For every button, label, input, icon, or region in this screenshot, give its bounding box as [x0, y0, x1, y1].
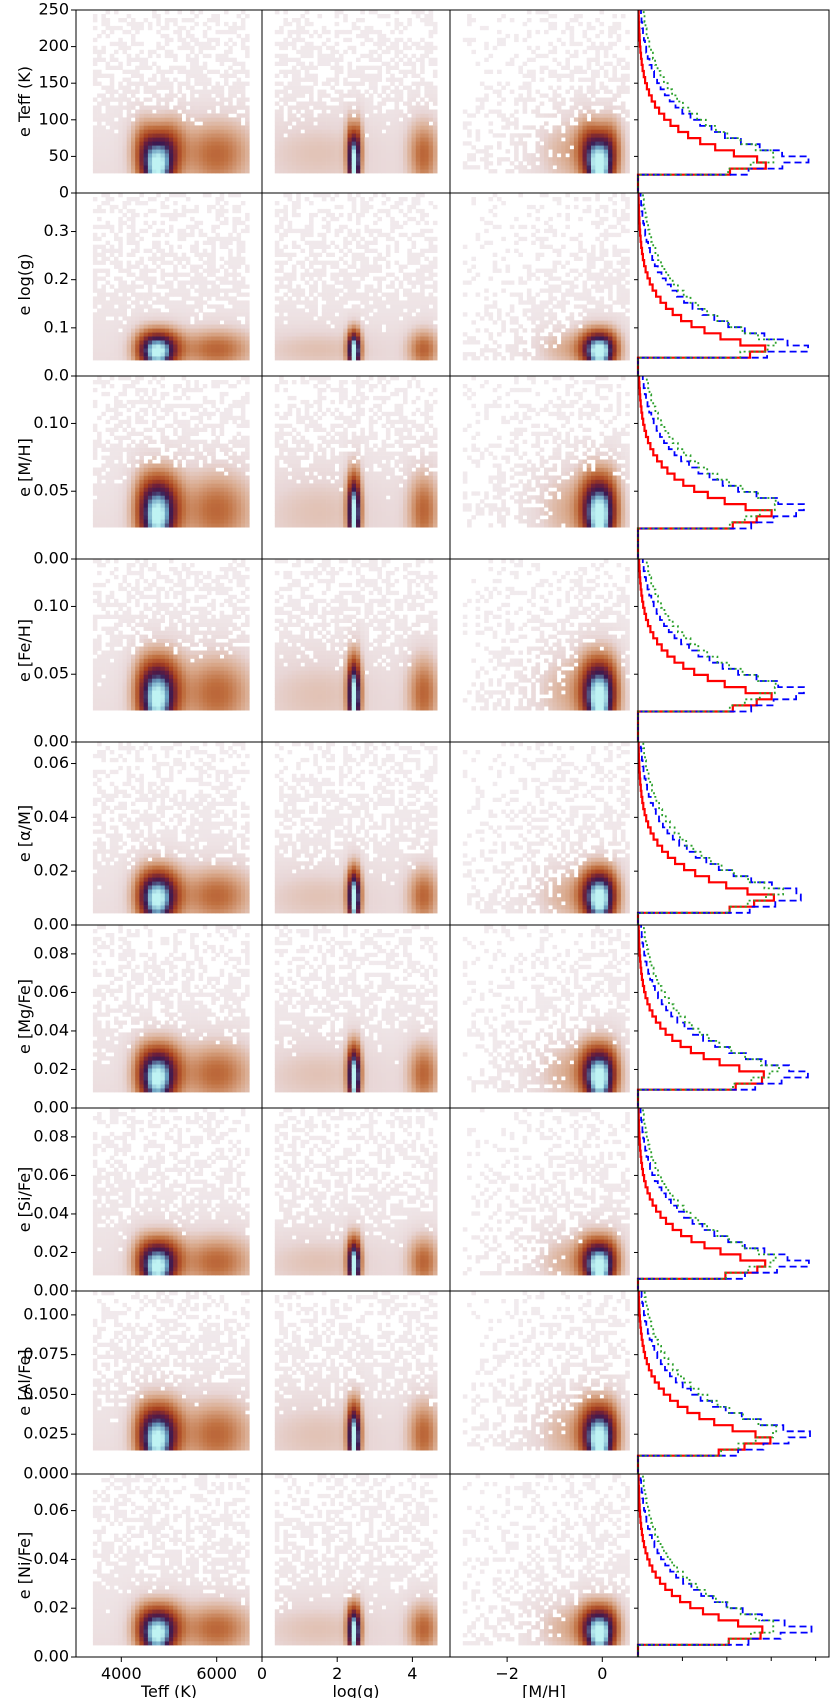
y-tick-label: 0.04 — [33, 1020, 69, 1039]
panel-r4-c1 — [76, 559, 262, 747]
y-axis-label: e Teff (K) — [15, 66, 34, 137]
x-tick-label: 0 — [597, 1664, 607, 1683]
panel-r1-c1 — [76, 10, 262, 198]
y-tick-label: 0.1 — [44, 317, 69, 336]
panel-r1-c3 — [450, 10, 638, 198]
panel-r5-c2 — [262, 742, 450, 930]
y-tick-label: 50 — [49, 146, 69, 165]
y-tick-label: 0.02 — [33, 1242, 69, 1261]
panel-r9-c4 — [638, 1474, 829, 1661]
panel-r1-c4 — [638, 10, 829, 197]
panel-background — [638, 10, 829, 193]
y-tick-label: 0.00 — [33, 549, 69, 568]
x-axis-label: [M/H] — [522, 1682, 566, 1698]
panel-background — [638, 925, 829, 1108]
panel-r1-c2 — [262, 10, 450, 198]
panel-r3-c2 — [262, 376, 450, 564]
panel-r7-c3 — [450, 1108, 638, 1296]
panel-r5-c4 — [638, 742, 829, 929]
panel-r9-c2: 0 2 4 — [257, 1474, 450, 1683]
panel-r2-c3 — [450, 193, 638, 381]
y-tick-label: 100 — [38, 109, 69, 128]
panel-r3-c4 — [638, 376, 829, 563]
y-axis-label: e [M/H] — [15, 438, 34, 497]
panel-r6-c3 — [450, 925, 638, 1113]
y-tick-label: 0.04 — [33, 1549, 69, 1568]
y-tick-label: 0.0 — [44, 366, 69, 385]
x-tick-label: 2 — [332, 1664, 342, 1683]
panel-r6-c1 — [76, 925, 262, 1113]
y-tick-label: 0.02 — [33, 861, 69, 880]
panel-r2-c4 — [638, 193, 829, 380]
x-axis-label: log(g) — [332, 1682, 379, 1698]
y-tick-label: 0.05 — [33, 481, 69, 500]
y-tick-label: 0 — [59, 183, 69, 202]
y-tick-label: 0.000 — [23, 1464, 69, 1483]
y-tick-label: 0.05 — [33, 664, 69, 683]
y-axis-label: e [α/M] — [15, 805, 34, 862]
y-tick-label: 150 — [38, 73, 69, 92]
panel-r9-c1: 4000 6000 — [76, 1474, 262, 1683]
y-tick-label: 0.100 — [23, 1304, 69, 1323]
panel-r7-c2 — [262, 1108, 450, 1296]
panel-r4-c2 — [262, 559, 450, 747]
y-tick-label: 200 — [38, 36, 69, 55]
panel-r6-c4 — [638, 925, 829, 1112]
x-tick-label: 4 — [407, 1664, 417, 1683]
y-axis-label: e [Mg/Fe] — [15, 979, 34, 1054]
panel-r4-c3 — [450, 559, 638, 747]
panel-r5-c1 — [76, 742, 262, 930]
x-tick-label: 0 — [257, 1664, 267, 1683]
panel-r8-c4 — [638, 1291, 829, 1478]
panel-r3-c3 — [450, 376, 638, 564]
panel-background — [638, 1291, 829, 1474]
y-axis-label: e [Ni/Fe] — [15, 1532, 34, 1599]
panel-r7-c4 — [638, 1108, 829, 1295]
y-tick-label: 0.06 — [33, 1165, 69, 1184]
y-axis-label: e [Fe/H] — [15, 619, 34, 682]
panel-background — [638, 193, 829, 376]
panel-r8-c1 — [76, 1291, 262, 1479]
panel-r8-c2 — [262, 1291, 450, 1479]
panel-r2-c1 — [76, 193, 262, 381]
panel-background — [638, 1108, 829, 1291]
y-tick-label: 0.00 — [33, 1647, 69, 1666]
y-tick-label: 0.10 — [33, 596, 69, 615]
y-tick-label: 0.02 — [33, 1059, 69, 1078]
density-heatmap — [275, 559, 438, 711]
panel-r8-c3 — [450, 1291, 638, 1479]
y-axis-label: e [Al/Fe] — [15, 1349, 34, 1415]
x-axis-label: Teff (K) — [140, 1682, 197, 1698]
x-tick-label: 6000 — [196, 1664, 237, 1683]
panel-r6-c2 — [262, 925, 450, 1113]
y-tick-label: 0.3 — [44, 221, 69, 240]
panel-r2-c2 — [262, 193, 450, 381]
y-tick-label: 0.2 — [44, 269, 69, 288]
y-tick-label: 0.00 — [33, 1098, 69, 1117]
y-tick-label: 250 — [38, 0, 69, 19]
x-tick-label: 4000 — [101, 1664, 142, 1683]
y-tick-label: 0.00 — [33, 732, 69, 751]
y-tick-label: 0.02 — [33, 1598, 69, 1617]
panel-r5-c3 — [450, 742, 638, 930]
y-axis-label: e log(g) — [15, 254, 34, 316]
y-tick-label: 0.06 — [33, 753, 69, 772]
y-tick-label: 0.025 — [23, 1424, 69, 1443]
y-axis-label: e [Si/Fe] — [15, 1167, 34, 1233]
panel-r4-c4 — [638, 559, 829, 746]
y-tick-label: 0.04 — [33, 1203, 69, 1222]
panel-r7-c1 — [76, 1108, 262, 1296]
y-tick-label: 0.08 — [33, 943, 69, 962]
y-tick-label: 0.06 — [33, 1500, 69, 1519]
x-tick-label: −2 — [495, 1664, 519, 1683]
y-tick-label: 0.04 — [33, 807, 69, 826]
y-tick-label: 0.10 — [33, 413, 69, 432]
panel-r9-c3: −2 0 — [450, 1474, 638, 1683]
panel-r3-c1 — [76, 376, 262, 564]
y-tick-label: 0.00 — [33, 915, 69, 934]
y-tick-label: 0.08 — [33, 1126, 69, 1145]
y-tick-label: 0.00 — [33, 1281, 69, 1300]
y-tick-label: 0.06 — [33, 982, 69, 1001]
